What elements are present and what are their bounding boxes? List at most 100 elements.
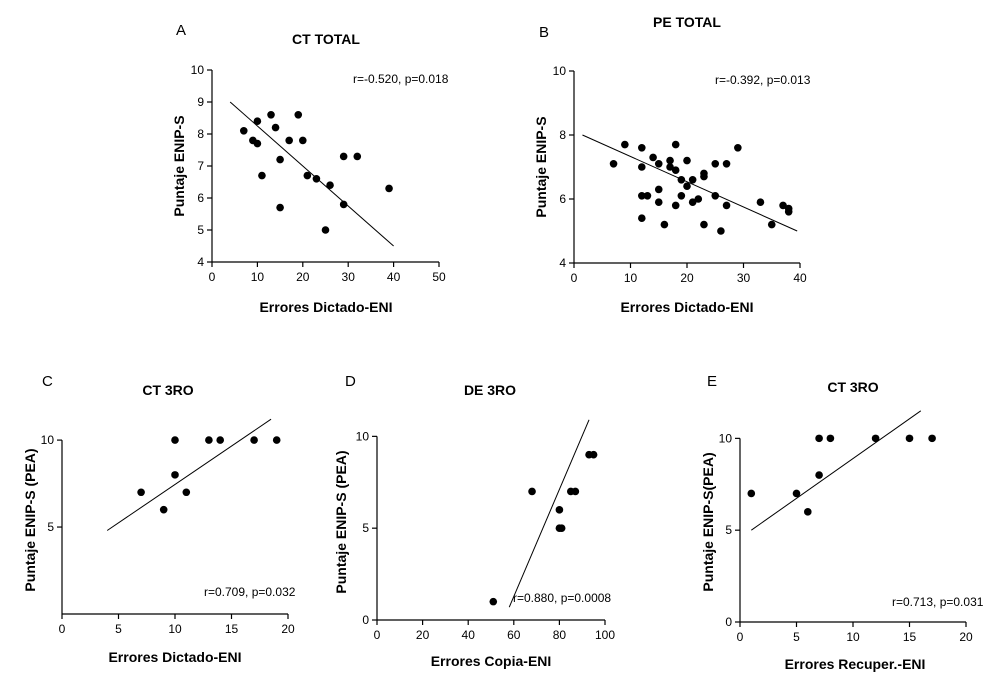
- panel-a-xlabel: Errores Dictado-ENI: [259, 299, 392, 315]
- panel-a-data-point: [267, 111, 275, 119]
- panel-b-data-point: [711, 160, 720, 168]
- panel-d-x-tick-label: 20: [416, 628, 430, 642]
- panel-e-data-point: [792, 489, 801, 498]
- panel-b-x-tick-label: 20: [680, 271, 694, 285]
- panel-a-data-point: [239, 127, 248, 135]
- panel-b-data-point: [666, 156, 674, 165]
- panel-e-xlabel: Errores Recuper.-ENI: [785, 656, 926, 672]
- panel-e-x-tick-label: 10: [846, 630, 860, 644]
- panel-b-y-tick-label: 4: [559, 256, 566, 270]
- panel-a-data-point: [285, 136, 293, 145]
- panel-e-letter: E: [707, 373, 717, 390]
- panel-a-x-tick-label: 50: [432, 270, 446, 284]
- panel-a-x-tick-label: 30: [342, 270, 356, 284]
- panel-d-data-point: [557, 524, 566, 532]
- panel-e-x-tick-label: 5: [793, 630, 800, 644]
- panel-a-plot: 0 10 20 30 40 50 4 5 6 7 8 9 10: [191, 63, 446, 284]
- panel-c-title: CT 3RO: [142, 382, 193, 398]
- panel-e-plot: 0 5 10 15 20 0 5 10: [719, 410, 973, 644]
- panel-b-data-point: [638, 192, 646, 200]
- panel-d-data-point: [555, 506, 564, 514]
- panel-e-data-point: [747, 489, 756, 498]
- panel-a-data-point: [258, 171, 266, 180]
- panel-e-y-tick-label: 0: [725, 615, 732, 629]
- panel-e-data-point: [928, 434, 936, 443]
- panel-b-data-point: [784, 208, 793, 216]
- panel-c-x-tick-label: 0: [59, 622, 66, 636]
- panel-d-x-tick-label: 80: [553, 628, 567, 642]
- panel-b-data-point: [711, 192, 720, 200]
- panel-b-data-point: [654, 185, 663, 194]
- panel-b-data-point: [683, 156, 691, 165]
- panel-a-data-point: [385, 184, 393, 193]
- panel-d-title: DE 3RO: [464, 382, 516, 398]
- panel-c-y-tick-label: 5: [47, 520, 54, 534]
- panel-c-correlation: r=0.709, p=0.032: [204, 585, 296, 599]
- panel-e-data-point: [815, 434, 823, 443]
- panel-b-data-point: [722, 201, 731, 210]
- panel-b-data-point: [734, 144, 742, 152]
- panel-b-data-point: [638, 163, 646, 171]
- panel-e-x-tick-label: 15: [903, 630, 917, 644]
- panel-e-data-point: [804, 508, 812, 516]
- panel-d-ylabel: Puntaje ENIP-S (PEA): [333, 450, 349, 593]
- panel-e-ylabel: Puntaje ENIP-S(PEA): [700, 452, 716, 591]
- panel-a-data-point: [294, 111, 303, 119]
- panel-b-y-tick-label: 8: [559, 128, 566, 142]
- panel-b-regression-line: [582, 134, 798, 232]
- panel-b-data-point: [649, 153, 657, 162]
- panel-c-letter: C: [42, 373, 53, 390]
- panel-b-data-point: [717, 227, 725, 235]
- panel-b-data-point: [694, 195, 703, 203]
- panel-a-y-tick-label: 5: [197, 223, 204, 237]
- panel-b-data-point: [638, 214, 646, 222]
- panel-b-data-point: [767, 220, 776, 229]
- panel-b-data-point: [677, 192, 686, 200]
- panel-b-data-point: [683, 182, 691, 190]
- panel-c-x-tick-label: 15: [225, 622, 239, 636]
- panel-b-data-point: [688, 176, 697, 184]
- panel-c-y-tick-label: 10: [41, 433, 55, 447]
- panel-d-y-tick-label: 0: [362, 613, 369, 627]
- panel-c-data-point: [205, 436, 213, 444]
- panel-b-data-point: [688, 198, 697, 206]
- panel-e-data-point: [815, 471, 823, 479]
- panel-d-y-tick-label: 5: [362, 521, 369, 535]
- panel-a-data-point: [276, 203, 284, 212]
- panel-c-ylabel: Puntaje ENIP-S (PEA): [22, 448, 38, 591]
- panel-e-title: CT 3RO: [827, 379, 878, 395]
- panel-c-x-tick-label: 10: [168, 622, 182, 636]
- panel-a-y-tick-label: 8: [197, 127, 204, 141]
- panel-a-y-tick-label: 10: [191, 63, 205, 77]
- panel-a-regression-line: [229, 101, 394, 247]
- panel-a-data-point: [326, 181, 334, 189]
- panel-b-data-point: [621, 140, 629, 149]
- panel-b-data-point: [666, 163, 674, 171]
- panel-e-data-point: [905, 434, 914, 443]
- panel-a-correlation: r=-0.520, p=0.018: [353, 72, 449, 86]
- panel-a-data-point: [353, 152, 362, 161]
- panel-b-data-point: [671, 201, 680, 210]
- panel-b-data-point: [700, 172, 708, 181]
- panel-b-y-tick-label: 10: [553, 64, 567, 78]
- panel-a-data-point: [339, 200, 348, 209]
- panel-b-data-point: [677, 176, 686, 184]
- panel-c-data-point: [182, 488, 191, 497]
- panel-b-data-point: [756, 198, 765, 206]
- panel-a-data-point: [276, 155, 284, 164]
- panel-b-correlation: r=-0.392, p=0.013: [715, 73, 811, 87]
- panel-c-data-point: [159, 505, 168, 514]
- panel-a-title: CT TOTAL: [292, 31, 360, 47]
- panel-c-xlabel: Errores Dictado-ENI: [108, 649, 241, 665]
- panel-a-data-point: [271, 123, 280, 132]
- panel-b-letter: B: [539, 24, 549, 41]
- panel-d-data-point: [528, 487, 536, 496]
- panel-a-y-tick-label: 9: [197, 95, 204, 109]
- panel-a-ylabel: Puntaje ENIP-S: [171, 115, 187, 216]
- panel-d-regression-line: [508, 419, 590, 608]
- panel-b-data-point: [700, 220, 708, 229]
- panel-e-y-tick-label: 10: [719, 431, 733, 445]
- panel-c-regression-line: [106, 418, 272, 531]
- panel-b-plot: 0 10 20 30 40 4 6 8 10: [553, 64, 807, 285]
